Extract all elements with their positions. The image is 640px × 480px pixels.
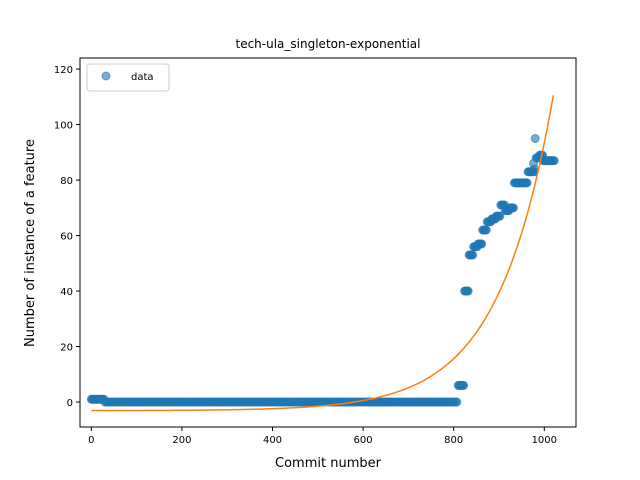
data-point-321: [495, 211, 505, 221]
y-tick-label-80: 80: [60, 176, 73, 187]
data-point-286: [463, 286, 473, 296]
plot-frame: [79, 57, 577, 428]
legend-marker-data: [101, 71, 111, 81]
y-axis-title: Number of instance of a feature: [23, 139, 38, 347]
y-tick-label-20: 20: [60, 343, 73, 354]
chart-title: tech-ula_singleton-exponential: [236, 37, 421, 51]
data-point-274: [452, 397, 462, 407]
y-tick-label-0: 0: [67, 398, 73, 409]
legend-label-data: data: [131, 72, 154, 83]
x-axis-title: Commit number: [275, 456, 382, 471]
data-point-351: [522, 178, 532, 188]
x-tick-label-200: 200: [172, 435, 191, 446]
y-tick-label-60: 60: [60, 232, 73, 243]
x-tick-label-400: 400: [263, 435, 282, 446]
data-point-281: [459, 380, 469, 390]
data-point-336: [508, 203, 518, 213]
data-point-380: [549, 156, 559, 166]
data-point-306: [481, 225, 491, 235]
plot-area: [86, 95, 559, 412]
y-axis: 0 20 40 60 80 100 120: [54, 65, 80, 409]
x-tick-label-0: 0: [88, 435, 94, 446]
y-tick-label-100: 100: [54, 121, 73, 132]
legend-box: [86, 63, 170, 92]
data-point-383: [528, 158, 538, 168]
x-tick-label-800: 800: [444, 435, 463, 446]
data-point-381: [530, 133, 540, 143]
fit-line: [91, 95, 555, 412]
x-axis: 0 200 400 600 800 1000: [88, 427, 557, 446]
y-tick-label-40: 40: [60, 287, 73, 298]
data-point-301: [477, 239, 487, 249]
y-tick-label-120: 120: [54, 65, 73, 76]
legend: data: [86, 63, 170, 92]
x-tick-label-600: 600: [354, 435, 373, 446]
data-point-291: [468, 250, 478, 260]
x-tick-label-1000: 1000: [532, 435, 557, 446]
